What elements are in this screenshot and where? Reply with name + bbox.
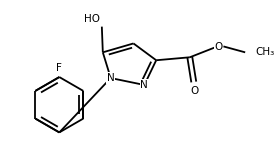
Text: N: N [140, 80, 148, 90]
Text: O: O [191, 86, 199, 96]
Text: F: F [56, 63, 62, 73]
Text: HO: HO [84, 14, 100, 24]
Text: O: O [214, 42, 223, 52]
Text: N: N [107, 73, 115, 83]
Text: CH₃: CH₃ [255, 47, 274, 57]
